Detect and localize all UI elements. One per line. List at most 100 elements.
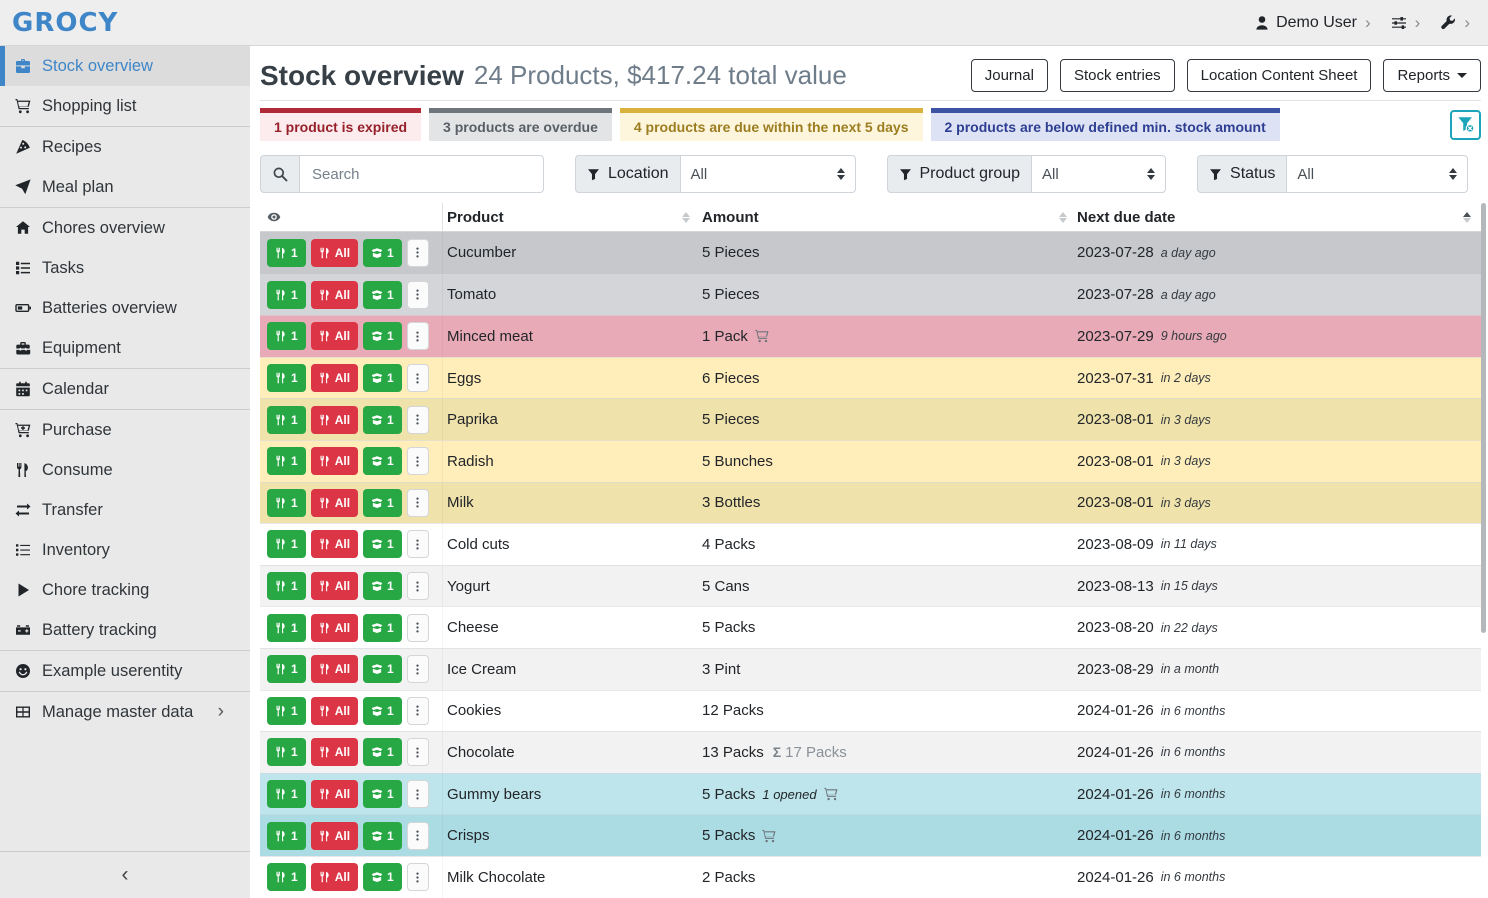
row-menu-button[interactable] bbox=[406, 405, 429, 434]
consume-all-button[interactable]: All bbox=[310, 447, 359, 476]
grocy-logo[interactable]: GROCY bbox=[12, 7, 119, 38]
sidebar-item-tasks[interactable]: Tasks bbox=[0, 248, 250, 288]
sidebar-item-manage-master-data[interactable]: Manage master data › bbox=[0, 692, 250, 732]
row-menu-button[interactable] bbox=[406, 322, 429, 351]
open-one-button[interactable]: 1 bbox=[363, 405, 402, 434]
open-one-button[interactable]: 1 bbox=[363, 238, 402, 267]
consume-one-button[interactable]: 1 bbox=[267, 280, 306, 309]
consume-all-button[interactable]: All bbox=[310, 364, 359, 393]
consume-one-button[interactable]: 1 bbox=[267, 322, 306, 351]
consume-one-button[interactable]: 1 bbox=[267, 238, 306, 267]
open-one-button[interactable]: 1 bbox=[363, 613, 402, 642]
consume-all-button[interactable]: All bbox=[310, 405, 359, 434]
table-scrollbar[interactable] bbox=[1481, 203, 1486, 633]
sidebar-item-battery-tracking[interactable]: Battery tracking bbox=[0, 610, 250, 650]
consume-one-button[interactable]: 1 bbox=[267, 530, 306, 559]
row-menu-button[interactable] bbox=[406, 655, 429, 684]
row-menu-button[interactable] bbox=[406, 863, 429, 892]
reports-button[interactable]: Reports bbox=[1383, 59, 1481, 92]
row-menu-button[interactable] bbox=[406, 364, 429, 393]
sidebar-collapse-button[interactable]: ‹ bbox=[0, 851, 250, 898]
row-menu-button[interactable] bbox=[406, 572, 429, 601]
open-one-button[interactable]: 1 bbox=[363, 280, 402, 309]
sidebar-item-recipes[interactable]: Recipes bbox=[0, 127, 250, 167]
sidebar-item-inventory[interactable]: Inventory bbox=[0, 530, 250, 570]
status-filter-select[interactable]: All bbox=[1286, 155, 1469, 193]
open-one-button[interactable]: 1 bbox=[363, 530, 402, 559]
settings-menu[interactable]: › bbox=[1391, 14, 1420, 31]
open-one-button[interactable]: 1 bbox=[363, 447, 402, 476]
consume-one-button[interactable]: 1 bbox=[267, 488, 306, 517]
consume-one-button[interactable]: 1 bbox=[267, 738, 306, 767]
consume-one-button[interactable]: 1 bbox=[267, 613, 306, 642]
consume-all-button[interactable]: All bbox=[310, 696, 359, 725]
user-menu[interactable]: Demo User › bbox=[1254, 14, 1371, 32]
open-one-button[interactable]: 1 bbox=[363, 821, 402, 850]
row-menu-button[interactable] bbox=[406, 613, 429, 642]
consume-all-button[interactable]: All bbox=[310, 322, 359, 351]
banner-below-min-stock[interactable]: 2 products are below defined min. stock … bbox=[930, 108, 1280, 141]
consume-all-button[interactable]: All bbox=[310, 613, 359, 642]
row-menu-button[interactable] bbox=[406, 821, 429, 850]
stock-entries-button[interactable]: Stock entries bbox=[1059, 59, 1175, 92]
sidebar-item-meal-plan[interactable]: Meal plan bbox=[0, 167, 250, 207]
consume-all-button[interactable]: All bbox=[310, 863, 359, 892]
open-one-button[interactable]: 1 bbox=[363, 572, 402, 601]
sidebar-item-consume[interactable]: Consume bbox=[0, 450, 250, 490]
open-one-button[interactable]: 1 bbox=[363, 738, 402, 767]
consume-one-button[interactable]: 1 bbox=[267, 780, 306, 809]
consume-all-button[interactable]: All bbox=[310, 821, 359, 850]
consume-one-button[interactable]: 1 bbox=[267, 405, 306, 434]
sidebar-item-stock-overview[interactable]: Stock overview bbox=[0, 46, 250, 86]
admin-menu[interactable]: › bbox=[1440, 14, 1470, 31]
consume-all-button[interactable]: All bbox=[310, 780, 359, 809]
consume-all-button[interactable]: All bbox=[310, 655, 359, 684]
row-menu-button[interactable] bbox=[406, 280, 429, 309]
consume-all-button[interactable]: All bbox=[310, 530, 359, 559]
sidebar-item-shopping-list[interactable]: Shopping list bbox=[0, 86, 250, 126]
consume-all-button[interactable]: All bbox=[310, 572, 359, 601]
row-menu-button[interactable] bbox=[406, 738, 429, 767]
consume-one-button[interactable]: 1 bbox=[267, 447, 306, 476]
open-one-button[interactable]: 1 bbox=[363, 780, 402, 809]
column-header-next-due-date[interactable]: Next due date bbox=[1077, 203, 1481, 231]
consume-all-button[interactable]: All bbox=[310, 488, 359, 517]
consume-all-button[interactable]: All bbox=[310, 238, 359, 267]
consume-one-button[interactable]: 1 bbox=[267, 863, 306, 892]
sidebar-item-chores-overview[interactable]: Chores overview bbox=[0, 208, 250, 248]
consume-one-button[interactable]: 1 bbox=[267, 364, 306, 393]
clear-filter-button[interactable] bbox=[1450, 109, 1481, 140]
product-group-filter-select[interactable]: All bbox=[1031, 155, 1167, 193]
row-menu-button[interactable] bbox=[406, 488, 429, 517]
toggle-pictures-header[interactable] bbox=[260, 203, 443, 231]
open-one-button[interactable]: 1 bbox=[363, 863, 402, 892]
banner-due-soon[interactable]: 4 products are due within the next 5 day… bbox=[619, 108, 923, 141]
row-menu-button[interactable] bbox=[406, 780, 429, 809]
open-one-button[interactable]: 1 bbox=[363, 655, 402, 684]
row-menu-button[interactable] bbox=[406, 530, 429, 559]
row-menu-button[interactable] bbox=[406, 238, 429, 267]
consume-one-button[interactable]: 1 bbox=[267, 572, 306, 601]
search-input[interactable] bbox=[299, 155, 544, 193]
consume-all-button[interactable]: All bbox=[310, 738, 359, 767]
sidebar-item-example-userentity[interactable]: Example userentity bbox=[0, 651, 250, 691]
consume-one-button[interactable]: 1 bbox=[267, 696, 306, 725]
banner-expired[interactable]: 1 product is expired bbox=[260, 108, 422, 141]
sidebar-item-batteries-overview[interactable]: Batteries overview bbox=[0, 288, 250, 328]
banner-overdue[interactable]: 3 products are overdue bbox=[429, 108, 612, 141]
row-menu-button[interactable] bbox=[406, 447, 429, 476]
open-one-button[interactable]: 1 bbox=[363, 696, 402, 725]
consume-one-button[interactable]: 1 bbox=[267, 655, 306, 684]
sidebar-item-purchase[interactable]: Purchase bbox=[0, 410, 250, 450]
sidebar-item-chore-tracking[interactable]: Chore tracking bbox=[0, 570, 250, 610]
location-content-sheet-button[interactable]: Location Content Sheet bbox=[1186, 59, 1372, 92]
open-one-button[interactable]: 1 bbox=[363, 364, 402, 393]
journal-button[interactable]: Journal bbox=[970, 59, 1048, 92]
consume-one-button[interactable]: 1 bbox=[267, 821, 306, 850]
row-menu-button[interactable] bbox=[406, 696, 429, 725]
sidebar-item-calendar[interactable]: Calendar bbox=[0, 369, 250, 409]
open-one-button[interactable]: 1 bbox=[363, 488, 402, 517]
sidebar-item-transfer[interactable]: Transfer bbox=[0, 490, 250, 530]
consume-all-button[interactable]: All bbox=[310, 280, 359, 309]
column-header-amount[interactable]: Amount bbox=[700, 203, 1077, 231]
